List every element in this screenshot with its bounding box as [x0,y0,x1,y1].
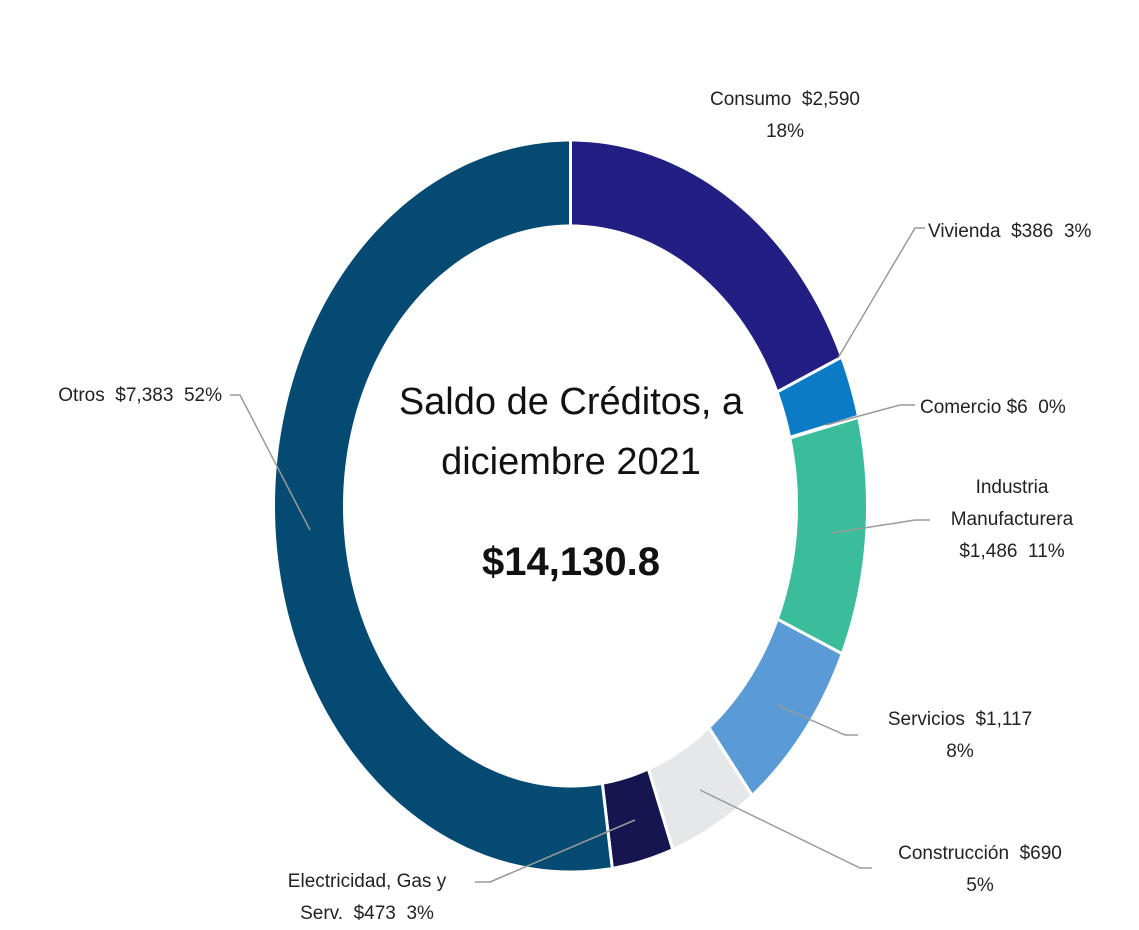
leader-line [831,519,930,534]
wedge [271,138,614,874]
category: Consumo [709,89,792,110]
category: Vivienda [928,221,1001,242]
category: Servicios [887,709,965,730]
wedges [271,138,870,874]
value-label: $7,383 [115,385,174,406]
center-value: $14,130.8 [482,540,660,584]
leader-line [825,404,915,426]
percent-label: 5% [966,875,994,896]
value-label: $6 [1006,397,1028,418]
category: Otros [58,385,105,406]
category: Industria Manufacturera [950,477,1074,530]
value-label: $690 [1019,843,1062,864]
leader-line [837,227,925,359]
value-label: $2,590 [801,89,860,110]
label: Comercio $6 0% [920,392,1130,424]
label: Consumo $2,590 18% [665,84,905,148]
percent-label: 0% [1038,397,1066,418]
leader-line [776,704,858,736]
value-label: $1,117 [975,709,1033,730]
percent-label: 8% [946,741,974,762]
label: Otros $7,383 52% [0,380,222,412]
leader-line [699,789,872,869]
percent-label: 52% [183,385,222,406]
category: Electricidad, Gas y Serv. [287,871,447,924]
wedge [775,415,870,656]
percent-label: 18% [765,121,805,142]
value-label: $386 [1011,221,1054,242]
category: Comercio [920,397,1002,418]
value-label: $1,486 [959,541,1018,562]
percent-label: 3% [1063,221,1092,242]
leader-line [230,394,311,531]
value-label: $473 [353,903,396,924]
category: Construcción [898,843,1010,864]
percent-label: 3% [406,903,434,924]
label: Construcción $690 5% [860,838,1100,902]
label: Vivienda $386 3% [928,216,1138,248]
label: Electricidad, Gas y Serv. $473 3% [262,866,472,930]
label: Servicios $1,117 8% [845,704,1075,768]
leader-line [475,819,636,883]
chart-title: Saldo de Créditos, a diciembre 2021 [398,381,744,483]
wedge [569,138,844,395]
label: Industria Manufacturera $1,486 11% [932,472,1092,568]
percent-label: 11% [1028,541,1065,562]
